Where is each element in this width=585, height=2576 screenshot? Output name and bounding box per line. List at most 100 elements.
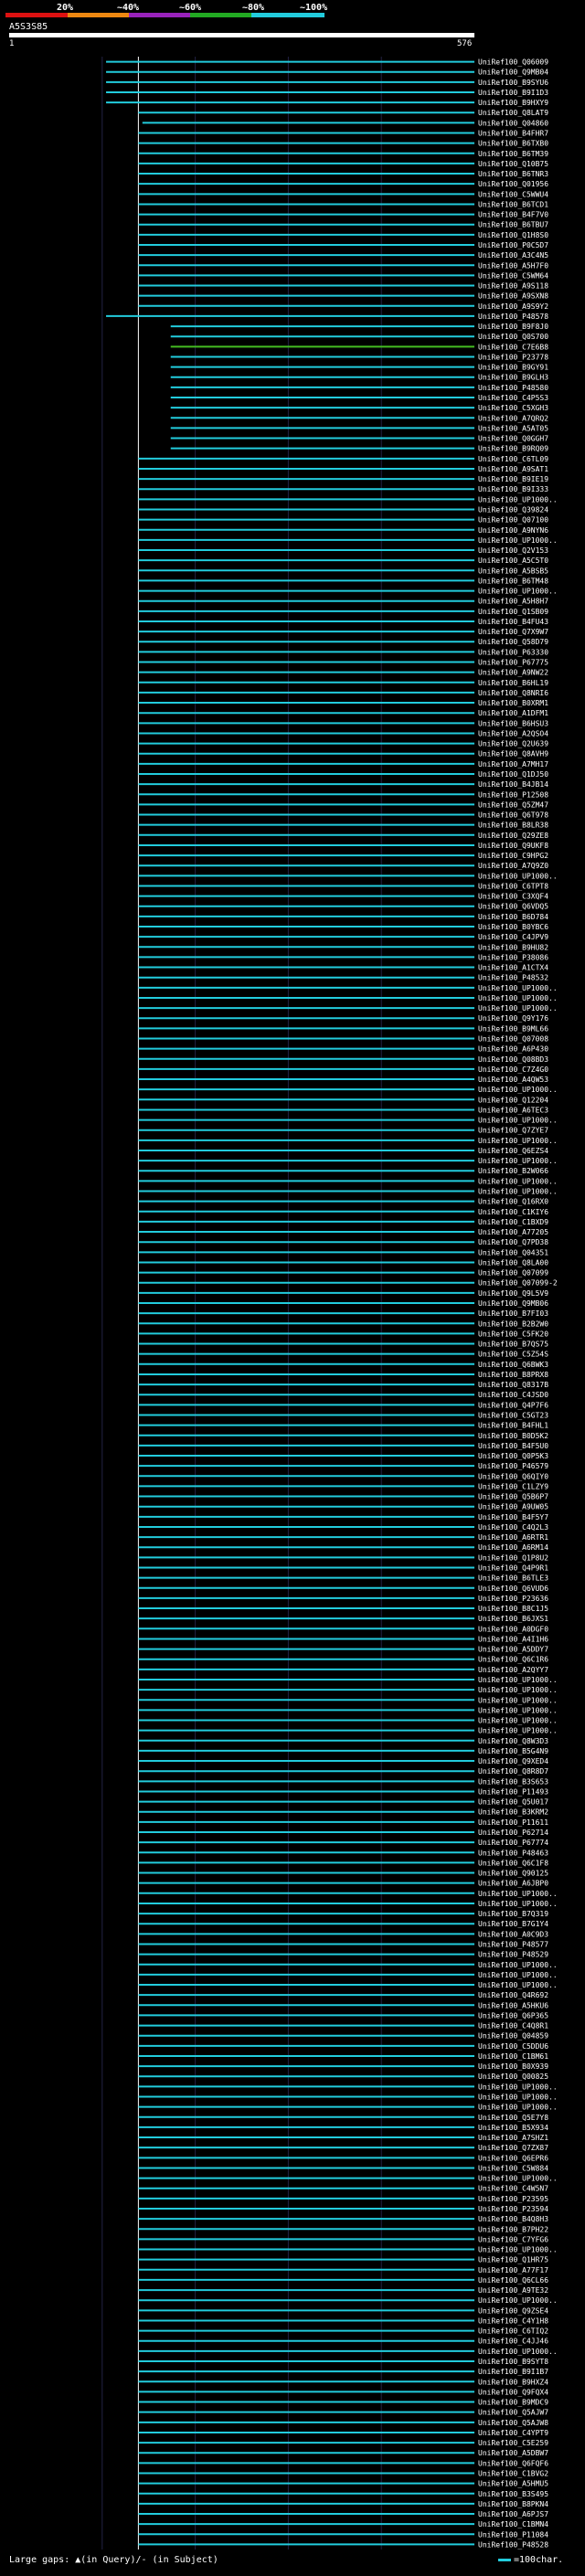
hit-label: UniRef100_C3XQF4: [478, 893, 548, 901]
hit-label: UniRef100_P11611: [478, 1818, 548, 1827]
hit-label: UniRef100_P11493: [478, 1787, 548, 1796]
hit-label: UniRef100_C1BM61: [478, 2052, 548, 2061]
hit-label: UniRef100_C4Q8R1: [478, 2022, 548, 2030]
hit-label: UniRef100_P11084: [478, 2530, 548, 2539]
hit-label: UniRef100_Q2V153: [478, 546, 548, 555]
hit-label: UniRef100_C5WWU4: [478, 190, 548, 198]
hit-label: UniRef100_Q9UKF8: [478, 842, 548, 850]
hit-label: UniRef100_C1BMN4: [478, 2520, 548, 2528]
scale-segment-purple: [129, 13, 190, 17]
hit-label: UniRef100_Q00825: [478, 2072, 548, 2081]
hit-label: UniRef100_UP1000..: [478, 1696, 558, 1704]
hit-label: UniRef100_Q90125: [478, 1870, 548, 1878]
hit-label: UniRef100_Q07099: [478, 1269, 548, 1277]
legend-line-icon: [498, 2558, 511, 2561]
hit-label: UniRef100_C4Y1H8: [478, 2316, 548, 2325]
hit-label: UniRef100_UP1000..: [478, 2175, 558, 2183]
hit-label: UniRef100_Q4P9R1: [478, 1564, 548, 1573]
hit-label: UniRef100_P23778: [478, 353, 548, 361]
hit-label: UniRef100_A5C5T0: [478, 557, 548, 565]
hit-label: UniRef100_Q9FQX4: [478, 2388, 548, 2396]
hit-label: UniRef100_UP1000..: [478, 1981, 558, 1989]
hit-label: UniRef100_C7Z4G0: [478, 1065, 548, 1074]
hit-label: UniRef100_B0D5K2: [478, 1432, 548, 1440]
hit-label: UniRef100_P48578: [478, 313, 548, 321]
hit-label: UniRef100_B2B2W0: [478, 1320, 548, 1328]
hit-label: UniRef100_B9F8J0: [478, 323, 548, 331]
hit-label: UniRef100_Q5AJW8: [478, 2419, 548, 2427]
hit-label: UniRef100_UP1000..: [478, 1137, 558, 1145]
hit-label: UniRef100_Q8LAT9: [478, 109, 548, 117]
hit-label: UniRef100_A5HMU5: [478, 2480, 548, 2488]
hit-label: UniRef100_Q8AVH9: [478, 750, 548, 758]
hit-label: UniRef100_Q0P5K3: [478, 1452, 548, 1460]
hit-label: UniRef100_B7Q319: [478, 1910, 548, 1918]
hit-label: UniRef100_C5WM64: [478, 271, 548, 280]
hit-label: UniRef100_Q6EPR6: [478, 2154, 548, 2162]
hit-label: UniRef100_Q7PD38: [478, 1238, 548, 1246]
hit-label: UniRef100_A9SAT1: [478, 465, 548, 473]
hit-label: UniRef100_Q9XED4: [478, 1757, 548, 1765]
hit-label: UniRef100_A9NW22: [478, 669, 548, 677]
legend-scale-text: =100char.: [514, 2555, 564, 2565]
scale-tick-label: 20%: [57, 3, 74, 13]
query-start-label: 1: [9, 39, 15, 48]
hit-label: UniRef100_P48463: [478, 1849, 548, 1857]
hit-label: UniRef100_B0XRM1: [478, 699, 548, 707]
hit-label: UniRef100_Q6C1R6: [478, 1656, 548, 1664]
hit-label: UniRef100_A5BSB5: [478, 567, 548, 575]
hit-label: UniRef100_Q4P7F6: [478, 1401, 548, 1409]
hit-label: UniRef100_C5Z54S: [478, 1351, 548, 1359]
hit-label: UniRef100_B6TBU7: [478, 221, 548, 229]
hit-label: UniRef100_Q07008: [478, 1034, 548, 1043]
hit-label: UniRef100_C5FK20: [478, 1330, 548, 1338]
hit-label: UniRef100_B9RQ09: [478, 445, 548, 453]
hit-label: UniRef100_UP1000..: [478, 2094, 558, 2102]
hit-label: UniRef100_P23595: [478, 2195, 548, 2203]
hit-label: UniRef100_C4YPT9: [478, 2429, 548, 2437]
hit-label: UniRef100_A7MH17: [478, 760, 548, 769]
hit-label: UniRef100_A9S118: [478, 282, 548, 291]
hit-label: UniRef100_Q9MB06: [478, 1299, 548, 1308]
hit-label: UniRef100_Q7ZX87: [478, 2144, 548, 2152]
hit-label: UniRef100_A9SXN8: [478, 292, 548, 301]
hit-label: UniRef100_Q08BD3: [478, 1055, 548, 1064]
hit-label: UniRef100_P67775: [478, 659, 548, 667]
hit-label: UniRef100_Q16RX0: [478, 1198, 548, 1206]
hit-label: UniRef100_P12508: [478, 790, 548, 799]
hit-label: UniRef100_P63330: [478, 648, 548, 656]
hit-label: UniRef100_B3KRM2: [478, 1808, 548, 1817]
hit-label: UniRef100_A6RTR1: [478, 1533, 548, 1542]
scale-tick-label: ~60%: [179, 3, 202, 13]
hit-label: UniRef100_A0DGF0: [478, 1625, 548, 1633]
hit-label: UniRef100_UP1000..: [478, 1188, 558, 1196]
hit-label: UniRef100_C7YFG6: [478, 2235, 548, 2243]
hit-label: UniRef100_P48580: [478, 384, 548, 392]
hit-label: UniRef100_A5HKU6: [478, 2001, 548, 2009]
hit-label: UniRef100_UP1000..: [478, 1676, 558, 1684]
hit-label: UniRef100_B8PKN4: [478, 2500, 548, 2508]
hit-label: UniRef100_P0C5D7: [478, 241, 548, 249]
hit-label: UniRef100_B7QS75: [478, 1341, 548, 1349]
hit-label: UniRef100_C5GT23: [478, 1411, 548, 1419]
hit-label: UniRef100_Q8R8D7: [478, 1767, 548, 1776]
hit-label: UniRef100_A1DFM1: [478, 709, 548, 717]
hit-label: UniRef100_A77F17: [478, 2266, 548, 2274]
hit-label: UniRef100_Q0GGH7: [478, 435, 548, 443]
hit-label: UniRef100_B4F5Y7: [478, 1513, 548, 1521]
hit-label: UniRef100_B9HU82: [478, 943, 548, 951]
hit-label: UniRef100_C9HPG2: [478, 852, 548, 860]
hit-label: UniRef100_B6TNR3: [478, 170, 548, 178]
hit-label: UniRef100_Q8317B: [478, 1381, 548, 1389]
hit-label: UniRef100_UP1000..: [478, 1004, 558, 1012]
hit-label: UniRef100_B4JB14: [478, 780, 548, 789]
hit-label: UniRef100_P62714: [478, 1829, 548, 1837]
hit-label: UniRef100_UP1000..: [478, 1961, 558, 1969]
hit-label: UniRef100_UP1000..: [478, 1086, 558, 1094]
hit-label: UniRef100_Q04859: [478, 2032, 548, 2041]
hit-label: UniRef100_Q0S700: [478, 333, 548, 341]
hit-label: UniRef100_Q2U639: [478, 740, 548, 748]
hit-label: UniRef100_Q9ZSE4: [478, 2306, 548, 2315]
hit-label: UniRef100_C5W884: [478, 2164, 548, 2172]
hit-label: UniRef100_B4F5U0: [478, 1442, 548, 1450]
